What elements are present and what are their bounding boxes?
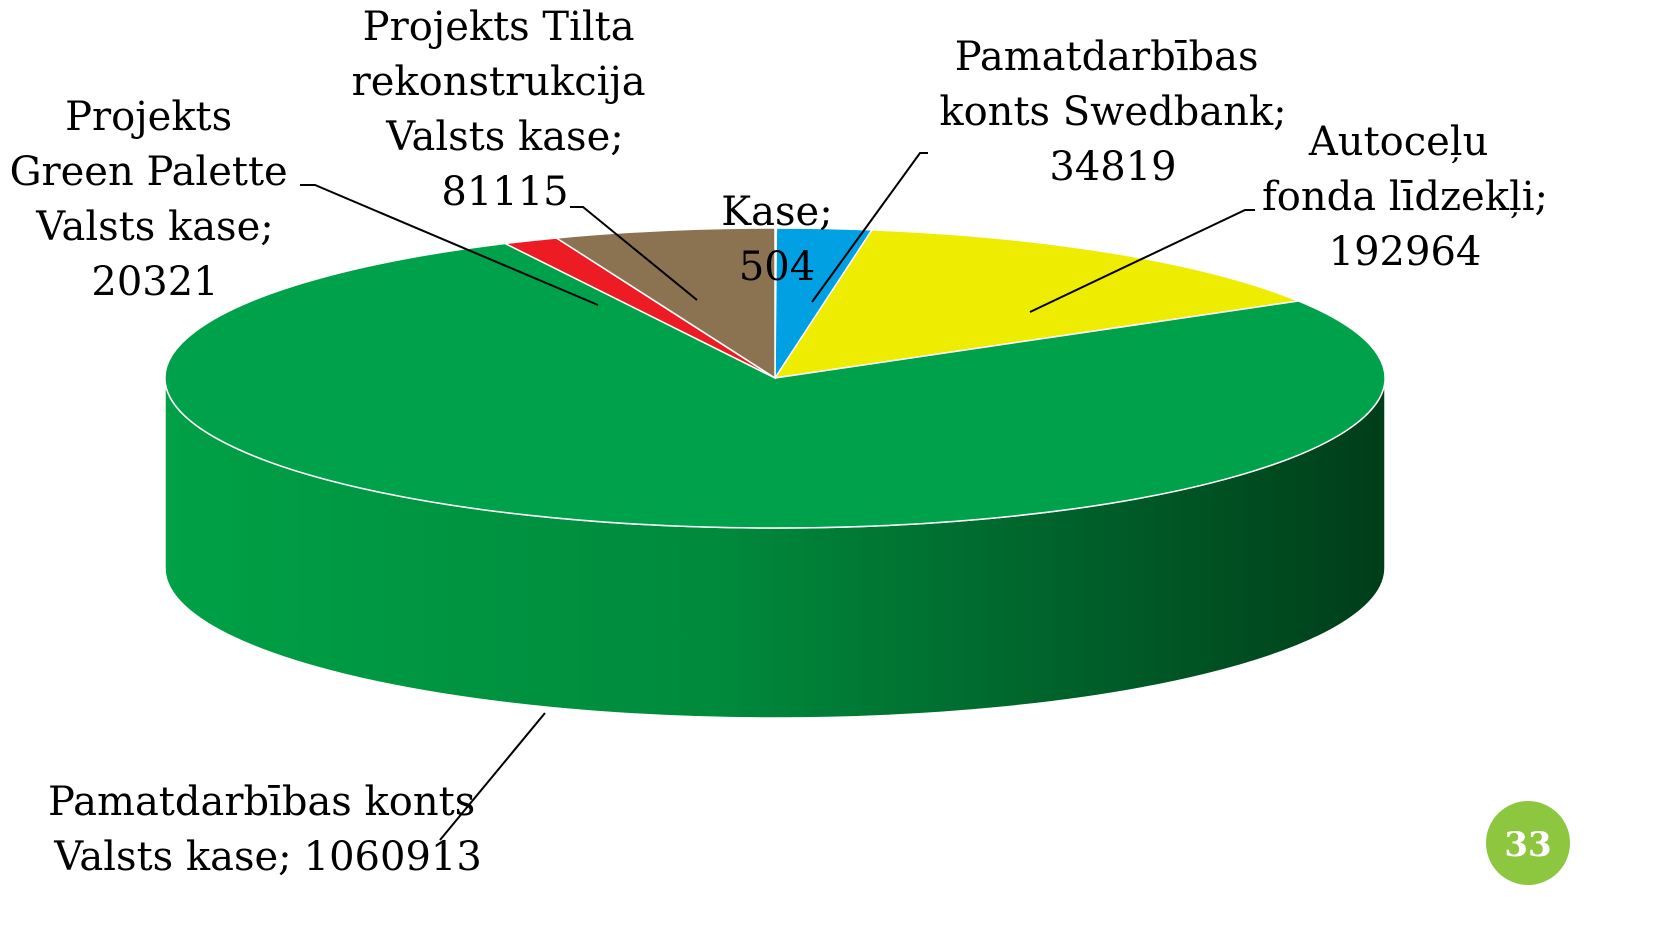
data-label-name: Pamatdarbības konts Swedbank: [939, 34, 1274, 135]
data-label-separator: ;: [260, 204, 273, 250]
leader-lines: [300, 152, 1255, 841]
data-label-name: Projekts Tilta rekonstrukcija Valsts kas…: [352, 4, 659, 160]
data-label-name: Pamatdarbības konts Valsts kase: [48, 779, 488, 880]
leader-line: [439, 712, 546, 841]
slice: [554, 227, 776, 380]
data-label: 81115: [441, 169, 568, 215]
leader-line: [811, 152, 928, 303]
data-label-separator: ;: [1535, 174, 1548, 220]
slice: [773, 229, 1302, 379]
data-label-separator: ;: [610, 114, 623, 160]
data-label: 192964: [1329, 229, 1482, 275]
data-label: 504: [739, 244, 815, 290]
leader-line: [300, 184, 599, 306]
leader-line: [570, 206, 698, 301]
data-label-separator: ;: [1273, 89, 1286, 135]
data-label: 34819: [1049, 144, 1176, 190]
page-number: 33: [1504, 825, 1551, 865]
pie: [164, 227, 1386, 719]
leader-line: [1029, 209, 1255, 313]
data-label-name: Projekts Green Palette Valsts kase: [10, 94, 301, 250]
data-label-name: Autoceļu fonda līdzekļi: [1262, 119, 1535, 220]
data-label: 20321: [91, 259, 218, 305]
page-badge: [1486, 801, 1570, 885]
data-label: 1060913: [304, 834, 482, 880]
data-label-separator: ;: [278, 834, 291, 880]
data-label-separator: ;: [819, 189, 832, 235]
slice: [164, 242, 1386, 529]
data-label-name: Kase: [721, 189, 819, 235]
